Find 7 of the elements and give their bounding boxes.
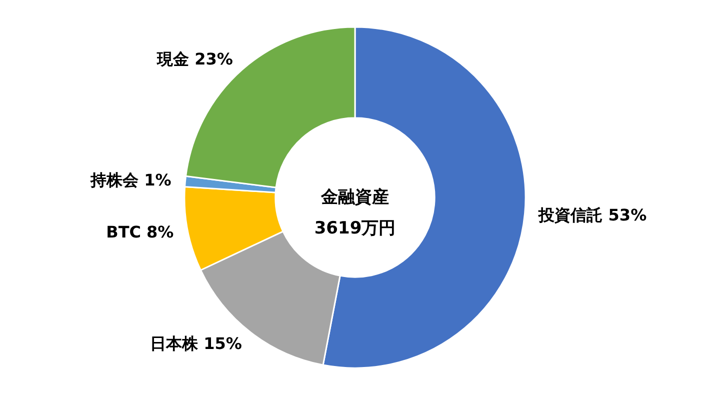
text: 金融資産 <box>320 188 389 208</box>
slice-label: 持株会 1% <box>90 170 172 190</box>
slice-label: 現金 23% <box>156 50 233 69</box>
slice-label: 投資信託 53% <box>538 205 647 224</box>
slice-label: 日本株 15% <box>150 334 242 353</box>
slice-label: BTC 8% <box>106 222 174 242</box>
text: 3619万円 <box>314 218 396 238</box>
